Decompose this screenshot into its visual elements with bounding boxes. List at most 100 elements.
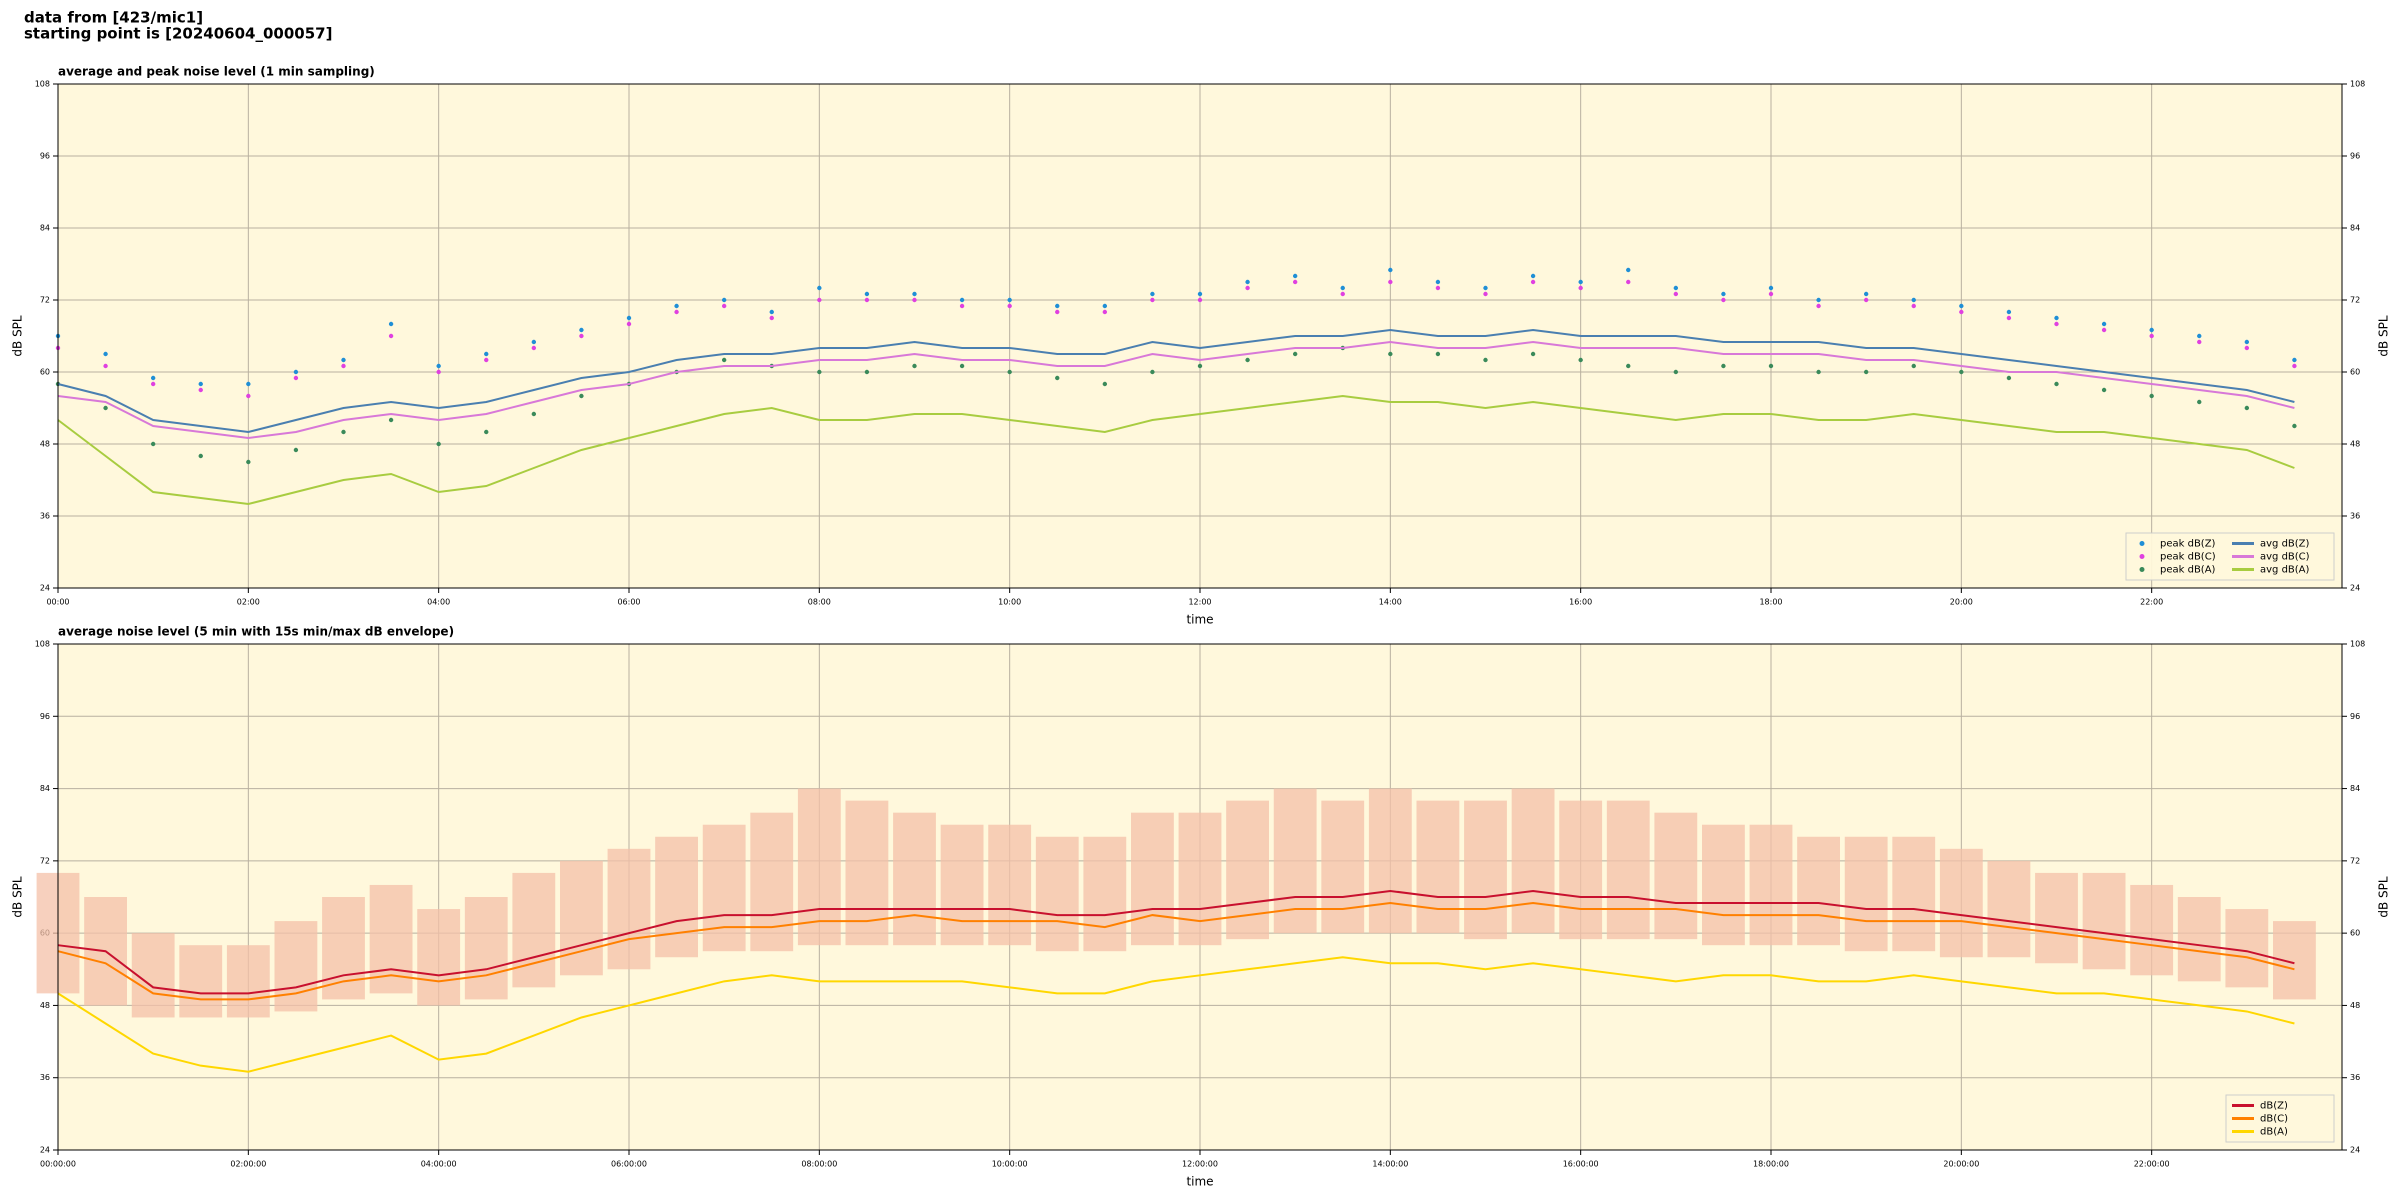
peak-dot: [1245, 357, 1250, 363]
legend-label: peak dB(Z): [2160, 539, 2216, 550]
envelope-band: [417, 909, 461, 1006]
envelope-band: [797, 788, 841, 946]
peak-dot: [1483, 357, 1488, 363]
x-tick-label: 02:00:00: [230, 1160, 266, 1169]
envelope-band: [2225, 909, 2269, 988]
x-axis-label: time: [1186, 1175, 1213, 1189]
peak-dot: [1673, 291, 1679, 297]
y-tick-label: 36: [2350, 1073, 2360, 1082]
envelope-band: [1131, 812, 1174, 946]
y-axis-label: dB SPL: [11, 315, 25, 357]
peak-dot: [959, 363, 965, 369]
x-tick-label: 22:00: [2140, 598, 2163, 607]
peak-dot: [293, 447, 299, 453]
legend-label: avg dB(Z): [2260, 539, 2310, 550]
x-tick-label: 00:00:00: [40, 1160, 76, 1169]
peak-dot: [1388, 267, 1393, 273]
y-tick-label: 36: [2350, 512, 2360, 521]
legend-label: avg dB(C): [2260, 552, 2310, 563]
envelope-band: [1749, 824, 1793, 946]
peak-dot: [103, 351, 108, 357]
x-tick-label: 10:00: [998, 598, 1021, 607]
y-tick-label: 48: [40, 1001, 50, 1010]
peak-dot: [2006, 315, 2012, 321]
envelope-band: [702, 824, 746, 952]
peak-dot: [198, 453, 203, 459]
x-tick-label: 04:00:00: [421, 1160, 457, 1169]
peak-dot: [1863, 291, 1869, 297]
peak-dot: [1197, 297, 1203, 303]
peak-dot: [1626, 363, 1631, 369]
y-tick-label: 60: [2350, 929, 2360, 938]
peak-dot: [246, 459, 251, 465]
peak-dot: [2149, 333, 2154, 339]
x-tick-label: 02:00: [237, 598, 260, 607]
peak-dot: [1055, 309, 1060, 315]
peak-dot: [1721, 363, 1726, 369]
peak-dot: [626, 321, 632, 327]
peak-dot: [1816, 303, 1821, 309]
peak-dot: [1816, 297, 1821, 303]
peak-dot: [436, 369, 441, 375]
peak-dot: [1530, 279, 1536, 285]
x-tick-label: 04:00: [427, 598, 450, 607]
peak-dot: [341, 429, 346, 435]
y-tick-label: 96: [40, 152, 50, 161]
envelope-band: [179, 945, 223, 1018]
peak-dot: [1578, 285, 1583, 291]
peak-dot: [1292, 351, 1298, 357]
envelope-band: [1892, 836, 1936, 952]
envelope-band: [2130, 884, 2174, 976]
y-tick-label: 72: [40, 856, 50, 865]
peak-dot: [1483, 291, 1488, 297]
y-tick-label: 108: [35, 640, 50, 649]
peak-dot: [1863, 369, 1869, 375]
peak-dot: [864, 297, 870, 303]
peak-dot: [293, 375, 299, 381]
peak-dot: [2292, 357, 2297, 363]
y-tick-label: 24: [2350, 1146, 2360, 1155]
x-tick-label: 14:00:00: [1372, 1160, 1408, 1169]
peak-dot: [1578, 279, 1583, 285]
peak-dot: [2244, 339, 2250, 345]
y-tick-label: 48: [2350, 1001, 2360, 1010]
peak-dot: [1768, 285, 1774, 291]
y-tick-label: 24: [2350, 584, 2360, 593]
envelope-band: [607, 848, 651, 970]
envelope-band: [560, 860, 603, 976]
x-tick-label: 12:00: [1188, 598, 1211, 607]
peak-dot: [674, 309, 679, 315]
peak-dot: [436, 363, 441, 369]
peak-dot: [817, 297, 822, 303]
peak-dot: [2197, 333, 2202, 339]
x-tick-label: 16:00: [1569, 598, 1592, 607]
x-axis-label: time: [1186, 613, 1213, 627]
envelope-band: [2082, 872, 2126, 970]
envelope-band: [1416, 800, 1460, 934]
peak-dot: [1340, 291, 1345, 297]
peak-dot: [769, 315, 774, 321]
peak-dot: [1055, 375, 1060, 381]
peak-dot: [2006, 309, 2012, 315]
peak-dot: [1102, 303, 1108, 309]
peak-dot: [103, 363, 108, 369]
envelope-band: [1844, 836, 1888, 952]
peak-dot: [817, 369, 822, 375]
peak-dot: [912, 363, 917, 369]
x-tick-label: 18:00:00: [1753, 1160, 1789, 1169]
peak-dot: [484, 429, 489, 435]
y-tick-label: 84: [40, 224, 50, 233]
peak-dot: [1150, 369, 1155, 375]
legend: dB(Z) dB(C) dB(A): [2225, 1094, 2335, 1143]
legend-marker: [2139, 541, 2145, 546]
peak-dot: [626, 315, 632, 321]
peak-dot: [436, 441, 441, 447]
y-axis-label: dB SPL: [2377, 315, 2391, 357]
legend-label: peak dB(A): [2160, 565, 2216, 576]
envelope-band: [940, 824, 984, 946]
envelope-band: [1464, 800, 1507, 940]
peak-dot: [1959, 303, 1964, 309]
peak-dot: [198, 381, 203, 387]
envelope-band: [2177, 897, 2221, 982]
y-axis-label: dB SPL: [11, 876, 25, 918]
